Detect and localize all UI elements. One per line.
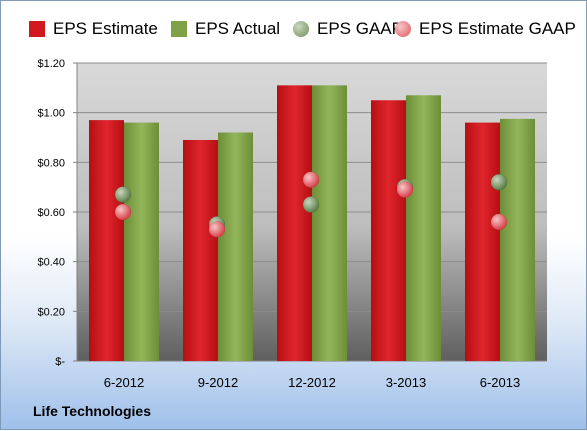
company-name: Life Technologies — [33, 403, 151, 419]
y-tick-label: $0.80 — [37, 157, 65, 169]
legend: EPS Estimate EPS Actual EPS GAAP EPS Est… — [1, 15, 587, 43]
x-tick-label: 6-2013 — [480, 375, 520, 390]
y-tick-label: $1.20 — [37, 58, 65, 70]
x-tick-labels: 6-2012 9-2012 12-2012 3-2013 6-2013 — [104, 375, 520, 390]
markers — [114, 171, 508, 238]
marker-eps-gaap-6-2013 — [490, 173, 508, 191]
legend-label-eps-estimate-gaap: EPS Estimate GAAP — [419, 19, 576, 38]
x-tick-label: 6-2012 — [104, 375, 144, 390]
x-tick-label: 3-2013 — [386, 375, 426, 390]
marker-eps-estimate-gaap-6-2012 — [114, 203, 132, 221]
bars — [89, 85, 535, 362]
bar-eps-actual-12-2012 — [312, 85, 347, 361]
bar-eps-actual-3-2013 — [406, 95, 441, 362]
x-tick-label: 9-2012 — [198, 375, 238, 390]
x-tick-label: 12-2012 — [288, 375, 336, 390]
y-tick-label: $0.60 — [37, 207, 65, 219]
bar-eps-estimate-3-2013 — [371, 100, 406, 361]
bar-eps-actual-6-2013 — [500, 118, 535, 361]
marker-eps-estimate-gaap-12-2012 — [302, 171, 320, 188]
bar-eps-estimate-9-2012 — [183, 139, 218, 361]
marker-eps-gaap-12-2012 — [302, 196, 320, 213]
legend-item-eps-gaap: EPS GAAP — [293, 15, 403, 43]
y-tick-label: $0.20 — [37, 306, 65, 318]
legend-item-eps-estimate-gaap: EPS Estimate GAAP — [395, 15, 576, 43]
legend-marker-eps-estimate-gaap — [395, 21, 411, 37]
bar-eps-actual-6-2012 — [124, 122, 159, 361]
marker-eps-gaap-6-2012 — [114, 186, 132, 203]
legend-label-eps-gaap: EPS GAAP — [317, 19, 403, 38]
bar-eps-estimate-6-2013 — [465, 122, 500, 361]
legend-marker-eps-gaap — [293, 21, 309, 37]
y-tick-label: $- — [55, 356, 65, 368]
bar-eps-actual-9-2012 — [218, 132, 253, 361]
legend-label-eps-estimate: EPS Estimate — [53, 19, 158, 38]
marker-eps-estimate-gaap-9-2012 — [208, 221, 226, 238]
y-tick-label: $0.40 — [37, 257, 65, 269]
legend-item-eps-estimate: EPS Estimate — [29, 15, 158, 43]
marker-eps-estimate-gaap-3-2013 — [396, 181, 414, 198]
y-tick-label: $1.00 — [37, 108, 65, 120]
y-tick-labels: $- $0.20 $0.40 $0.60 $0.80 $1.00 $1.20 — [37, 58, 65, 368]
legend-item-eps-actual: EPS Actual — [171, 15, 280, 43]
legend-swatch-eps-estimate — [29, 21, 45, 37]
legend-label-eps-actual: EPS Actual — [195, 19, 281, 38]
bar-eps-estimate-12-2012 — [277, 85, 312, 361]
bar-eps-estimate-6-2012 — [89, 120, 124, 361]
legend-swatch-eps-actual — [171, 21, 187, 37]
marker-eps-estimate-gaap-6-2013 — [490, 213, 508, 231]
